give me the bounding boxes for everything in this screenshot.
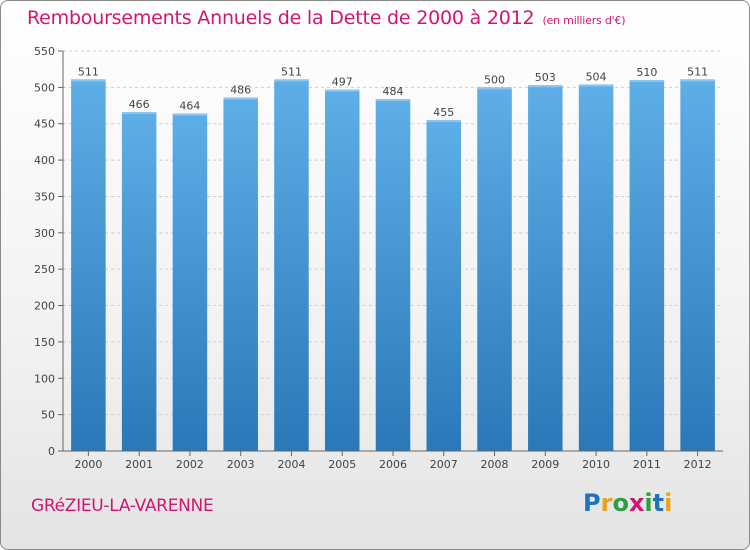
bar-value-label: 511 [281,65,302,78]
bar-highlight [528,85,563,88]
bar-highlight [121,112,157,115]
bar-highlight [324,89,360,92]
x-tick-label: 2009 [531,458,559,471]
x-tick-label: 2005 [328,458,356,471]
x-tick-label: 2000 [74,458,102,471]
x-tick-label: 2006 [379,458,407,471]
brand-letter: i [644,489,653,517]
y-tick-label: 200 [34,300,55,313]
bar [223,97,258,451]
bar-highlight [578,84,614,87]
data-labels: 511 466 464 486 511 497 484 455 500 503 504 510 511 [78,65,708,119]
x-tick-label: 2007 [430,458,458,471]
brand-letter: P [583,489,601,517]
x-tick-label: 2011 [633,458,661,471]
brand-letter: x [628,489,645,517]
y-tick-label: 0 [48,445,55,458]
bar [528,85,563,451]
x-tick-label: 2002 [176,458,204,471]
bar [71,79,106,451]
bar-highlight [477,87,512,90]
brand-letter: t [652,489,665,517]
bars [71,79,715,452]
bar-highlight [71,79,106,82]
bar-value-label: 484 [383,85,404,98]
y-tick-label: 550 [34,45,55,58]
x-tick-label: 2012 [684,458,712,471]
bar-value-label: 497 [332,76,353,89]
chart-subtitle: (en milliers d'€) [542,14,626,27]
bar-value-label: 511 [78,65,99,78]
y-tick-label: 450 [34,118,55,131]
bar-value-label: 511 [687,65,708,78]
bar-value-label: 500 [484,73,505,86]
y-tick-label: 300 [34,227,55,240]
bar-highlight [223,97,258,100]
bar-highlight [680,79,715,82]
bar-value-label: 466 [129,98,150,111]
bar [274,79,309,451]
bar [121,112,157,451]
y-tick-label: 150 [34,336,55,349]
bar-highlight [274,79,309,82]
bar [172,113,208,451]
x-tick-label: 2004 [277,458,305,471]
bar [629,80,665,451]
city-name: GRéZIEU-LA-VARENNE [31,496,214,516]
bar-value-label: 464 [179,100,200,113]
y-tick-label: 250 [34,263,55,276]
bar-value-label: 455 [433,106,454,119]
bar-value-label: 503 [535,71,556,84]
y-tick-label: 50 [41,409,55,422]
bar-highlight [426,120,462,123]
bar-value-label: 486 [230,84,251,97]
bar [680,79,715,451]
bar [578,84,614,452]
bar-value-label: 504 [586,70,607,83]
chart-title: Remboursements Annuels de la Dette de 20… [27,7,626,29]
bar-highlight [375,99,411,101]
axes: 0 50 100 150 200 250 300 350 400 450 500 550 2000 200… [34,45,723,471]
x-tick-label: 2003 [227,458,255,471]
brand-letter: r [600,489,613,517]
x-tick-label: 2001 [125,458,153,471]
bar [426,120,462,451]
bar-highlight [172,113,208,116]
y-tick-label: 350 [34,190,55,203]
x-tick-label: 2010 [582,458,610,471]
y-tick-label: 500 [34,81,55,94]
bar-highlight [629,80,665,83]
y-tick-label: 100 [34,372,55,385]
brand-letter: o [612,489,629,517]
bar [324,89,360,451]
chart-title-text: Remboursements Annuels de la Dette de 20… [27,7,535,29]
bar [477,87,512,451]
proxiti-logo: Proxiti [583,489,672,517]
y-tick-label: 400 [34,154,55,167]
bar [375,99,411,451]
bar-value-label: 510 [636,66,657,79]
brand-letter: i [664,489,673,517]
x-tick-label: 2008 [481,458,509,471]
